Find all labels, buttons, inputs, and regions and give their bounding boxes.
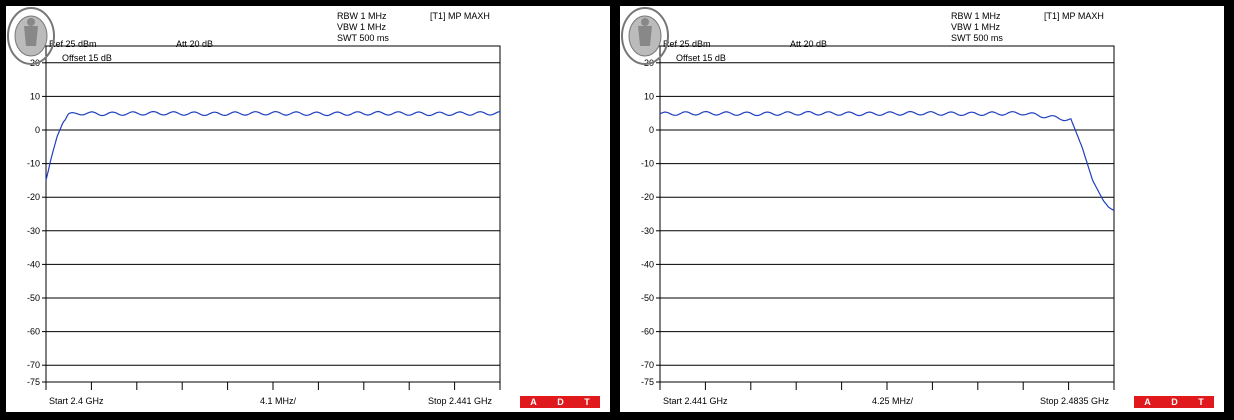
y-tick-label: -50	[27, 293, 40, 303]
adt-letter-a: A	[530, 397, 537, 407]
y-tick-label: -70	[27, 360, 40, 370]
ref-level-label: Ref 25 dBm	[49, 39, 97, 49]
y-tick-label: -70	[641, 360, 654, 370]
vbw-label: VBW 1 MHz	[951, 22, 1001, 32]
attenuation-label: Att 20 dB	[176, 39, 214, 49]
y-tick-label: -75	[641, 377, 654, 387]
y-tick-label: -30	[641, 226, 654, 236]
rbw-label: RBW 1 MHz	[951, 11, 1001, 21]
start-frequency-label: Start 2.4 GHz	[49, 396, 104, 406]
y-tick-label: -75	[27, 377, 40, 387]
trace-label: [T1] MP MAXH	[430, 11, 490, 21]
offset-label: Offset 15 dB	[62, 53, 112, 63]
spectrum-plot-right: 2520100-10-20-30-40-50-60-70-75	[641, 41, 1115, 390]
offset-label: Offset 15 dB	[676, 53, 726, 63]
y-tick-label: -10	[27, 159, 40, 169]
adt-letter-t: T	[1198, 397, 1204, 407]
adt-letter-a: A	[1144, 397, 1151, 407]
swt-label: SWT 500 ms	[337, 33, 389, 43]
y-tick-label: -60	[641, 327, 654, 337]
y-tick-label: -30	[27, 226, 40, 236]
trace-line	[45, 110, 501, 181]
y-tick-label: 10	[30, 91, 40, 101]
adt-letter-d: D	[557, 397, 564, 407]
ref-level-label: Ref 25 dBm	[663, 39, 711, 49]
frequency-per-division-label: 4.1 MHz/	[260, 396, 297, 406]
rbw-label: RBW 1 MHz	[337, 11, 387, 21]
attenuation-label: Att 20 dB	[790, 39, 828, 49]
y-tick-label: -10	[641, 159, 654, 169]
y-tick-label: 0	[649, 125, 654, 135]
stop-frequency-label: Stop 2.4835 GHz	[1040, 396, 1110, 406]
bureau-veritas-logo	[621, 7, 669, 65]
adt-letter-t: T	[584, 397, 590, 407]
bureau-veritas-logo	[7, 7, 55, 65]
y-tick-label: -40	[641, 259, 654, 269]
y-tick-label: 10	[644, 91, 654, 101]
trace-label: [T1] MP MAXH	[1044, 11, 1104, 21]
y-tick-label: -40	[27, 259, 40, 269]
spectrum-plot-left: 2520100-10-20-30-40-50-60-70-75	[27, 41, 501, 390]
adt-badge: A D T	[520, 396, 600, 408]
trace-line	[659, 110, 1115, 212]
swt-label: SWT 500 ms	[951, 33, 1003, 43]
stop-frequency-label: Stop 2.441 GHz	[428, 396, 493, 406]
adt-letter-d: D	[1171, 397, 1178, 407]
adt-badge: A D T	[1134, 396, 1214, 408]
y-tick-label: -20	[27, 192, 40, 202]
spectrum-panel-left: RBW 1 MHz VBW 1 MHz SWT 500 ms [T1] MP M…	[4, 4, 612, 414]
start-frequency-label: Start 2.441 GHz	[663, 396, 728, 406]
y-tick-label: -50	[641, 293, 654, 303]
frequency-per-division-label: 4.25 MHz/	[872, 396, 914, 406]
y-tick-label: -20	[641, 192, 654, 202]
spectrum-panel-right: RBW 1 MHz VBW 1 MHz SWT 500 ms [T1] MP M…	[618, 4, 1226, 414]
vbw-label: VBW 1 MHz	[337, 22, 387, 32]
y-tick-label: -60	[27, 327, 40, 337]
y-tick-label: 0	[35, 125, 40, 135]
